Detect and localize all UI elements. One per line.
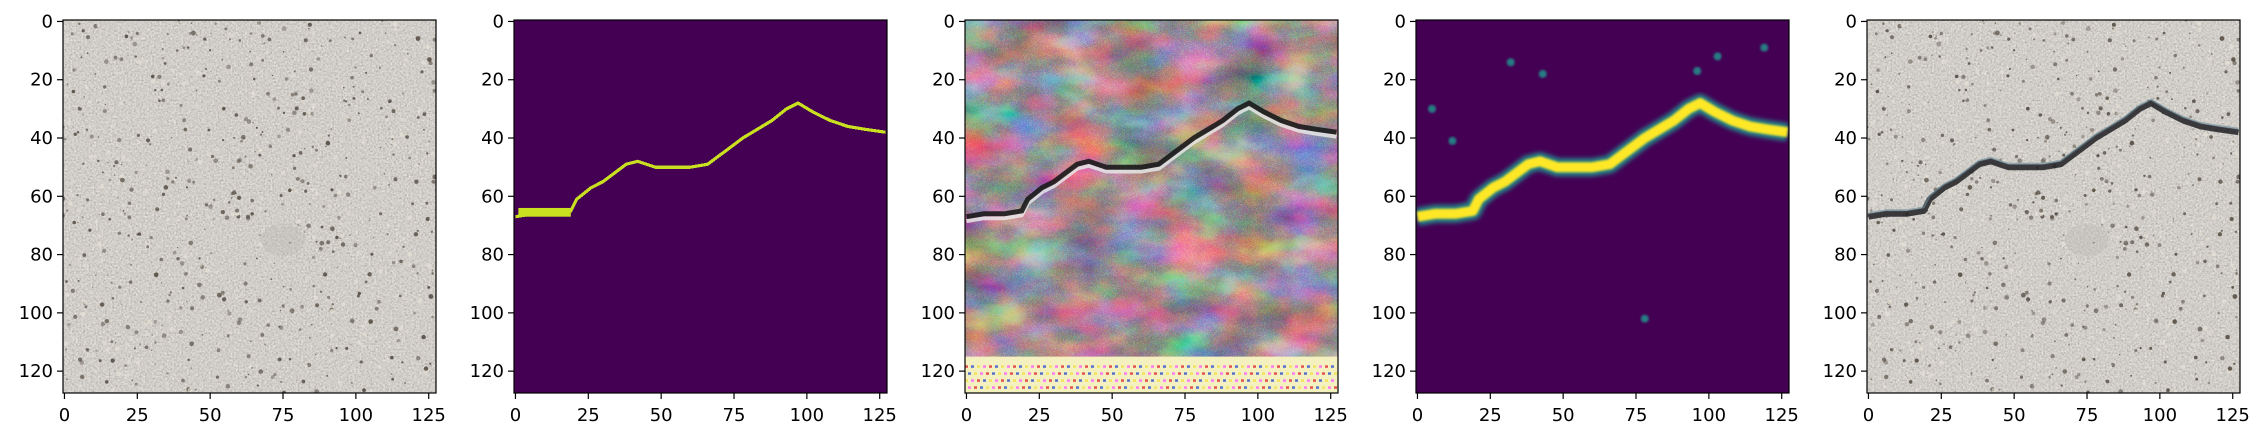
- generated-crack-texture: [965, 20, 1338, 393]
- x-tick-label: 75: [1174, 405, 1197, 426]
- x-tick-label: 25: [126, 405, 149, 426]
- x-tick-label: 125: [863, 405, 897, 426]
- y-tick-label: 40: [932, 128, 955, 149]
- y-axis: 0 20 40 60 80 100 120: [1372, 11, 1416, 382]
- x-tick-label: 100: [1241, 405, 1275, 426]
- y-tick-label: 80: [481, 245, 504, 266]
- y-tick-label: 100: [921, 303, 955, 324]
- y-tick-label: 120: [19, 361, 53, 382]
- panel-concrete-photo: 0 25 50 75 100 125 0 20 40 60 80 100 120: [19, 11, 446, 426]
- y-axis: 0 20 40 60 80 100 120: [921, 11, 965, 382]
- x-axis: 0 25 50 75 100 125: [1863, 393, 2250, 426]
- axes-frame: [1866, 19, 2241, 394]
- x-tick-label: 0: [1412, 405, 1423, 426]
- y-tick-label: 20: [932, 70, 955, 91]
- crack-probability-map: [1416, 20, 1789, 393]
- x-tick-label: 25: [1028, 405, 1051, 426]
- y-tick-label: 120: [1372, 361, 1406, 382]
- x-tick-label: 125: [1314, 405, 1348, 426]
- y-tick-label: 80: [932, 245, 955, 266]
- panel-crack-overlay: 0 25 50 75 100 125 0 20 40 60 80 100 120: [1823, 11, 2250, 426]
- panel-generated-texture: 0 25 50 75 100 125 0 20 40 60 80 100 120: [921, 11, 1348, 426]
- x-tick-label: 125: [412, 405, 446, 426]
- y-tick-label: 120: [921, 361, 955, 382]
- y-axis: 0 20 40 60 80 100 120: [470, 11, 514, 382]
- y-tick-label: 80: [1383, 245, 1406, 266]
- y-tick-label: 20: [30, 70, 53, 91]
- x-tick-label: 100: [790, 405, 824, 426]
- y-tick-label: 0: [1395, 11, 1406, 32]
- y-tick-label: 120: [470, 361, 504, 382]
- y-axis: 0 20 40 60 80 100 120: [1823, 11, 1867, 382]
- x-tick-label: 75: [2076, 405, 2099, 426]
- binary-crack-mask: [514, 20, 887, 393]
- x-tick-label: 25: [1479, 405, 1502, 426]
- x-tick-label: 50: [1101, 405, 1124, 426]
- y-tick-label: 60: [30, 186, 53, 207]
- x-axis: 0 25 50 75 100 125: [59, 393, 446, 426]
- x-tick-label: 0: [59, 405, 70, 426]
- axes-frame: [62, 19, 437, 394]
- y-tick-label: 0: [42, 11, 53, 32]
- y-tick-label: 100: [1372, 303, 1406, 324]
- y-tick-label: 120: [1823, 361, 1857, 382]
- y-tick-label: 20: [1383, 70, 1406, 91]
- x-tick-label: 75: [1625, 405, 1648, 426]
- y-tick-label: 40: [30, 128, 53, 149]
- y-tick-label: 40: [481, 128, 504, 149]
- x-tick-label: 0: [1863, 405, 1874, 426]
- x-tick-label: 100: [339, 405, 373, 426]
- concrete-with-crack-overlay: [1867, 20, 2240, 393]
- x-tick-label: 75: [272, 405, 295, 426]
- x-axis: 0 25 50 75 100 125: [1412, 393, 1799, 426]
- y-tick-label: 60: [1834, 186, 1857, 207]
- x-axis: 0 25 50 75 100 125: [961, 393, 1348, 426]
- y-tick-label: 40: [1834, 128, 1857, 149]
- axes-frame: [1415, 19, 1790, 394]
- panel-crack-mask: 0 25 50 75 100 125 0 20 40 60 80 100 120: [470, 11, 897, 426]
- y-tick-label: 0: [944, 11, 955, 32]
- y-tick-label: 100: [19, 303, 53, 324]
- x-tick-label: 0: [961, 405, 972, 426]
- concrete-texture-photo: [63, 20, 436, 393]
- x-tick-label: 125: [2216, 405, 2250, 426]
- y-tick-label: 100: [470, 303, 504, 324]
- y-tick-label: 80: [30, 245, 53, 266]
- y-tick-label: 60: [932, 186, 955, 207]
- x-tick-label: 100: [2143, 405, 2177, 426]
- y-tick-label: 40: [1383, 128, 1406, 149]
- y-tick-label: 20: [1834, 70, 1857, 91]
- x-tick-label: 125: [1765, 405, 1799, 426]
- y-tick-label: 100: [1823, 303, 1857, 324]
- y-tick-label: 20: [481, 70, 504, 91]
- x-axis: 0 25 50 75 100 125: [510, 393, 897, 426]
- axes-frame: [964, 19, 1339, 394]
- x-tick-label: 50: [650, 405, 673, 426]
- y-tick-label: 0: [493, 11, 504, 32]
- x-tick-label: 25: [1930, 405, 1953, 426]
- x-tick-label: 50: [199, 405, 222, 426]
- axes-frame: [513, 19, 888, 394]
- y-tick-label: 0: [1846, 11, 1857, 32]
- x-tick-label: 75: [723, 405, 746, 426]
- y-tick-label: 80: [1834, 245, 1857, 266]
- x-tick-label: 25: [577, 405, 600, 426]
- x-tick-label: 50: [2003, 405, 2026, 426]
- x-tick-label: 100: [1692, 405, 1726, 426]
- y-tick-label: 60: [481, 186, 504, 207]
- x-tick-label: 0: [510, 405, 521, 426]
- y-tick-label: 60: [1383, 186, 1406, 207]
- y-axis: 0 20 40 60 80 100 120: [19, 11, 63, 382]
- x-tick-label: 50: [1552, 405, 1575, 426]
- panel-crack-heatmap: 0 25 50 75 100 125 0 20 40 60 80 100 120: [1372, 11, 1799, 426]
